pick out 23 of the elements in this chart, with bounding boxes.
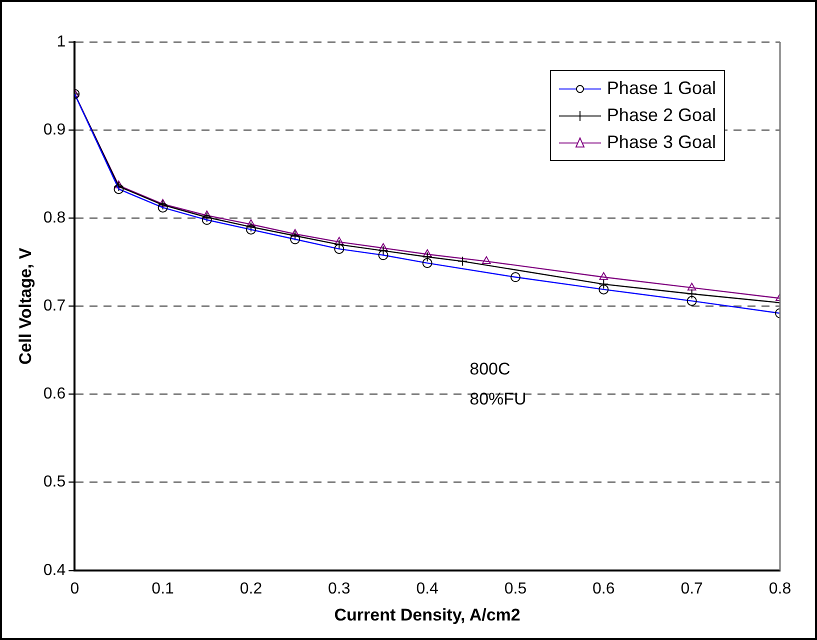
- x-axis-title: Current Density, A/cm2: [334, 605, 520, 624]
- legend-label: Phase 1 Goal: [606, 78, 716, 99]
- x-tick-label: 0.2: [240, 580, 262, 598]
- x-tick-label: 0.8: [768, 580, 792, 598]
- y-tick-label: 1: [56, 33, 66, 50]
- y-tick-label: 0.7: [43, 298, 66, 315]
- x-tick-label: 0.1: [152, 580, 174, 598]
- annotation: 80%FU: [470, 389, 526, 408]
- y-tick-label: 0.4: [43, 562, 66, 579]
- x-tick-label: 0.6: [592, 580, 615, 598]
- y-tick-label: 0.8: [43, 210, 66, 227]
- y-tick-label: 0.5: [43, 474, 66, 491]
- y-axis-title: Cell Voltage, V: [16, 247, 35, 365]
- y-tick-label: 0.6: [43, 386, 66, 403]
- x-tick-label: 0: [70, 580, 80, 598]
- annotation: 800C: [470, 359, 510, 378]
- x-tick-label: 0.4: [416, 580, 439, 598]
- legend-label: Phase 2 Goal: [606, 105, 716, 126]
- x-tick-label: 0.7: [680, 580, 704, 598]
- legend-label: Phase 3 Goal: [606, 132, 716, 153]
- x-tick-label: 0.3: [328, 580, 350, 598]
- y-tick-label: 0.9: [43, 121, 66, 138]
- x-tick-label: 0.5: [504, 580, 527, 598]
